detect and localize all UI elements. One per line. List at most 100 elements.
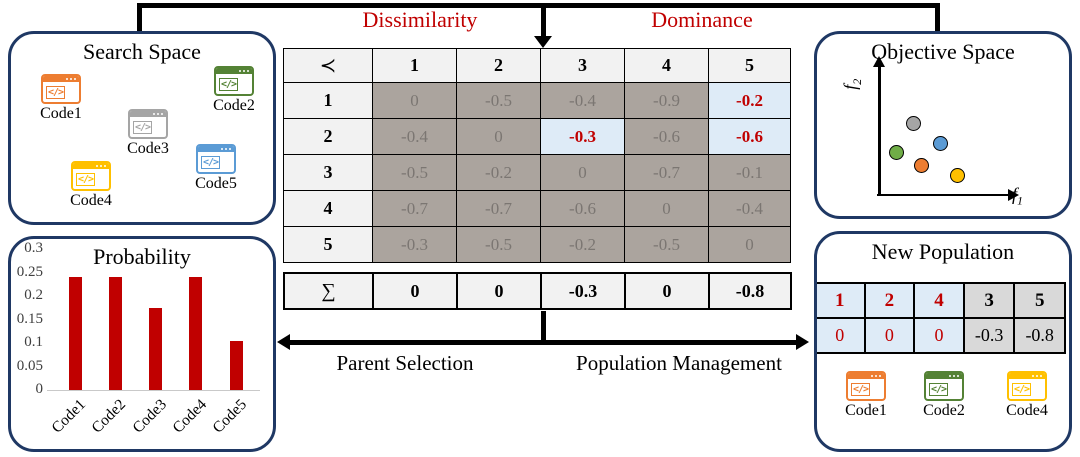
matrix-col-header: 5	[708, 48, 791, 83]
sum-row-table: ∑ 0 0 -0.3 0 -0.8	[283, 272, 792, 310]
sum-cell: 0	[624, 272, 710, 310]
similarity-matrix-table: ≺ 1 2 3 4 5 1 0 -0.5 -0.4 -0.9 -0.2 2 -0.4 0 -0.3 -0.6 -0…	[283, 48, 791, 263]
code-window-icon: </>	[71, 161, 111, 191]
matrix-row: 3 -0.5 -0.2 0 -0.7 -0.1	[283, 154, 791, 191]
probability-bar	[68, 277, 82, 390]
code-label: Code5	[195, 175, 237, 192]
matrix-corner-cell: ≺	[283, 48, 373, 83]
code-window-icon: </>	[846, 371, 886, 401]
matrix-col-header: 2	[456, 48, 541, 83]
probability-bar-chart: 0.3 0.25 0.2 0.15 0.1 0.05 0 Code1 Code2 Code3 Cod…	[11, 239, 273, 449]
y-axis-arrowhead-icon	[873, 56, 885, 67]
x-axis-arrowhead-icon	[1008, 188, 1019, 201]
new-population-title: New Population	[871, 239, 1015, 264]
code-window-icon: </>	[1007, 371, 1047, 401]
matrix-cell: -0.2	[540, 226, 625, 263]
matrix-cell: 0	[624, 190, 709, 227]
matrix-row: 2 -0.4 0 -0.3 -0.6 -0.6	[283, 118, 791, 155]
matrix-row-header: 5	[283, 226, 373, 263]
y-tick-label: 0.1	[24, 334, 43, 350]
matrix-cell: -0.6	[624, 118, 709, 155]
code-chip-code1: </> Code1	[840, 371, 892, 420]
matrix-cell: -0.5	[624, 226, 709, 263]
population-score-selected: 0	[913, 317, 965, 354]
code-glyph-icon: </>	[76, 173, 96, 186]
matrix-col-header: 3	[540, 48, 625, 83]
matrix-cell: -0.1	[708, 154, 791, 191]
code-window-icon: </>	[196, 144, 236, 174]
code-glyph-icon: </>	[201, 156, 221, 169]
matrix-cell: -0.3	[372, 226, 457, 263]
code-window-icon: </>	[214, 66, 254, 96]
left-arrowhead-icon	[277, 334, 290, 350]
y-tick-label: 0.2	[24, 287, 43, 303]
sum-cell: -0.8	[708, 272, 792, 310]
window-dots-icon	[73, 163, 109, 169]
window-dots-icon	[130, 111, 166, 117]
matrix-cell: -0.7	[372, 190, 457, 227]
matrix-cell: -0.5	[456, 82, 541, 119]
x-axis-baseline	[47, 389, 260, 391]
code-label: Code2	[213, 97, 255, 114]
dissimilarity-label: Dissimilarity	[362, 7, 478, 32]
matrix-row-header: 4	[283, 190, 373, 227]
code-label: Code2	[923, 402, 965, 419]
objective-point-code3	[906, 115, 922, 131]
y-tick-label: 0	[35, 381, 44, 397]
probability-bar	[229, 340, 243, 390]
sum-cell: 0	[372, 272, 458, 310]
objective-scatter-plot	[817, 34, 1069, 216]
code-window-icon: </>	[924, 371, 964, 401]
matrix-cell: -0.6	[540, 190, 625, 227]
code-label: Code3	[127, 140, 169, 157]
bottom-arrow-line	[288, 339, 798, 345]
code-chip-code1: </> Code1	[35, 74, 87, 123]
objective-point-code1	[914, 158, 930, 174]
y-tick-label: 0.3	[24, 240, 43, 256]
down-arrowhead-icon	[534, 36, 552, 48]
code-glyph-icon: </>	[929, 383, 949, 396]
code-chip-code2: </> Code2	[208, 66, 260, 115]
sum-cell: 0	[456, 272, 542, 310]
code-glyph-icon: </>	[46, 86, 66, 99]
window-dots-icon	[198, 146, 234, 152]
right-arrowhead-icon	[796, 334, 809, 350]
population-score: -0.8	[1013, 317, 1066, 354]
population-management-label: Population Management	[576, 351, 782, 375]
sum-row: ∑ 0 0 -0.3 0 -0.8	[283, 272, 792, 310]
matrix-cell-highlighted: -0.3	[540, 118, 625, 155]
population-score-selected: 0	[863, 317, 916, 354]
matrix-cell: -0.9	[624, 82, 709, 119]
top-connector-right-drop	[935, 3, 940, 32]
code-chip-code3: </> Code3	[122, 109, 174, 158]
x-axis-label: f1	[1012, 184, 1024, 208]
code-label: Code1	[845, 402, 887, 419]
population-score-row: 0 0 0 -0.3 -0.8	[817, 317, 1066, 354]
matrix-cell: 0	[708, 226, 791, 263]
window-dots-icon	[43, 76, 79, 82]
code-label: Code1	[40, 105, 82, 122]
matrix-cell: -0.4	[540, 82, 625, 119]
matrix-cell-highlighted: -0.2	[708, 82, 791, 119]
search-space-title: Search Space	[83, 39, 201, 64]
matrix-cell: 0	[372, 82, 457, 119]
code-glyph-icon: </>	[219, 78, 239, 91]
matrix-row: 1 0 -0.5 -0.4 -0.9 -0.2	[283, 82, 791, 119]
population-id-selected: 1	[817, 282, 866, 319]
top-connector-line	[137, 3, 940, 8]
search-space-panel: Search Space </> Code1 </> Code2 </> Code3 …	[8, 31, 276, 225]
y-axis	[878, 65, 881, 195]
window-dots-icon	[216, 68, 252, 74]
y-tick-label: 0.05	[16, 357, 43, 374]
objective-space-panel: Objective Space f2 f1	[814, 31, 1072, 219]
code-chip-code5: </> Code5	[190, 144, 242, 193]
probability-title: Probability	[93, 244, 191, 269]
objective-point-code5	[932, 136, 948, 152]
code-chip-code2: </> Code2	[918, 371, 970, 420]
matrix-header-row: ≺ 1 2 3 4 5	[283, 48, 791, 83]
population-id-selected: 4	[913, 282, 965, 319]
matrix-cell: 0	[540, 154, 625, 191]
sum-cell: -0.3	[540, 272, 626, 310]
matrix-row-header: 1	[283, 82, 373, 119]
